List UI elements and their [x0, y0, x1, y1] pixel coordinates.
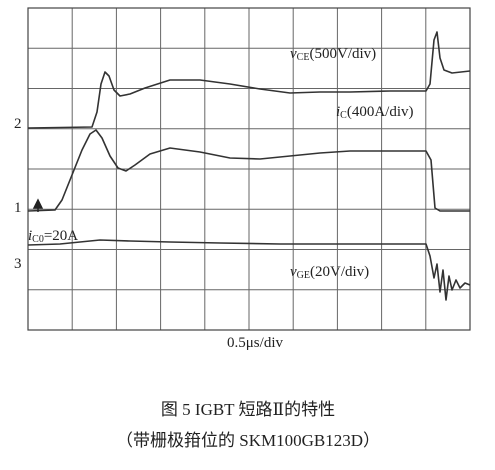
ic-trace: [27, 129, 470, 212]
value: =20A: [44, 228, 78, 244]
subscript: CE: [297, 52, 310, 63]
vce-trace: [27, 31, 471, 129]
scale: (500V/div): [309, 46, 376, 62]
vce-label: vCE(500V/div): [290, 46, 376, 63]
symbol: v: [290, 46, 297, 62]
vge-label: vGE(20V/div): [290, 264, 369, 281]
vge-trace: [27, 239, 471, 301]
symbol: i: [336, 104, 340, 120]
time-scale: 0.5μs/div: [227, 335, 283, 351]
scope-grid: [28, 8, 470, 330]
caption-line: 图 5 IGBT 短路Ⅱ的特性: [161, 400, 335, 419]
scale: (20V/div): [310, 264, 369, 280]
scope-frame: [27, 7, 471, 331]
channel-marker: 3: [14, 256, 22, 272]
subscript: C: [340, 110, 347, 121]
caption-line: （带栅极箝位的 SKM100GB123D）: [116, 431, 380, 450]
symbol: v: [290, 264, 297, 280]
subscript: C0: [32, 234, 44, 245]
channel-marker: 2: [14, 116, 22, 132]
scale: (400A/div): [347, 104, 414, 120]
ic0-arrow: [32, 198, 44, 212]
subscript: GE: [297, 270, 310, 281]
ic0-label: iC0=20A: [28, 228, 78, 245]
channel-marker: 1: [14, 200, 22, 216]
ic-label: iC(400A/div): [336, 104, 414, 121]
symbol: i: [28, 228, 32, 244]
